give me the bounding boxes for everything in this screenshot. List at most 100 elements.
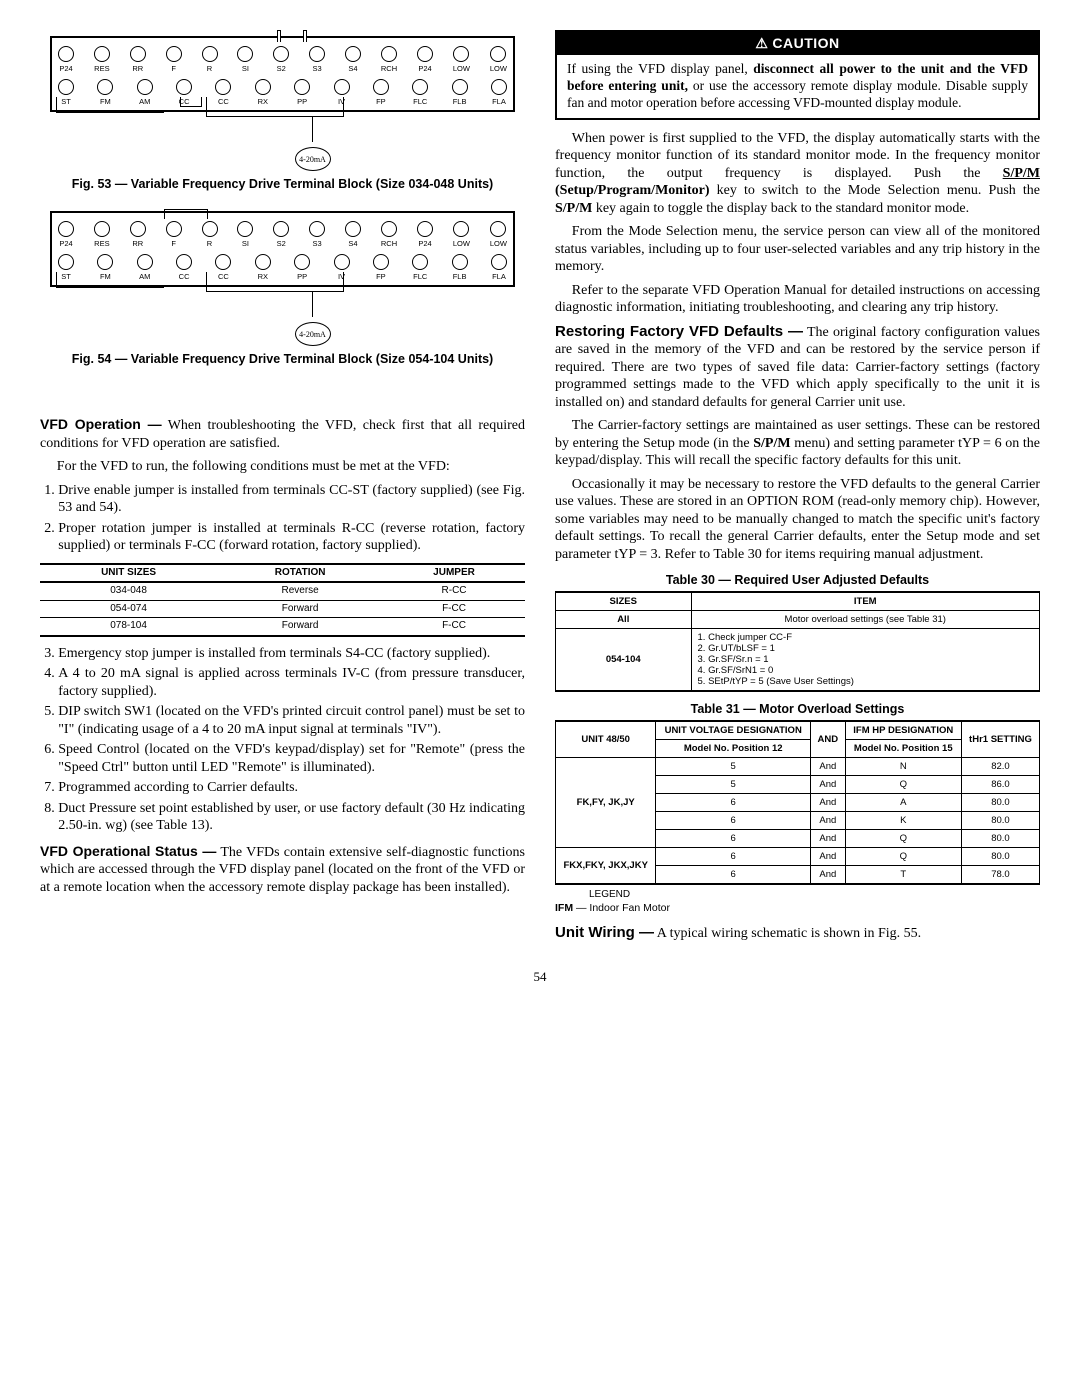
terminal-circle-icon <box>137 79 153 95</box>
terminal-circle-icon <box>294 254 310 270</box>
table-cell: All <box>556 611 692 629</box>
table-cell: 6 <box>656 830 811 848</box>
table-cell: 1. Check jumper CC-F2. Gr.UT/bLSF = 13. … <box>691 629 1039 692</box>
jumper-wire-icon <box>164 209 208 219</box>
terminal-label: ST <box>61 272 71 281</box>
terminal-label: S3 <box>313 239 322 248</box>
rotation-col-jumper: JUMPER <box>383 564 525 583</box>
terminal: CC <box>176 79 192 106</box>
table31: UNIT 48/50 UNIT VOLTAGE DESIGNATION AND … <box>555 720 1040 885</box>
terminal: S4 <box>345 221 361 248</box>
terminal-circle-icon <box>491 79 507 95</box>
terminal-circle-icon <box>176 254 192 270</box>
fig53-row2: STFMAMCCCCRXPPIVFPFLCFLBFLA <box>58 79 507 106</box>
terminal-label: F <box>171 64 176 73</box>
terminal: LOW <box>453 46 470 73</box>
table-cell: 054-074 <box>40 600 217 618</box>
terminal-circle-icon <box>373 254 389 270</box>
table-cell: K <box>845 812 961 830</box>
terminal-label: S2 <box>277 64 286 73</box>
terminal: FLB <box>452 254 468 281</box>
p1c: key again to toggle the display back to … <box>592 201 969 216</box>
terminal: CC <box>176 254 192 281</box>
terminal-circle-icon <box>94 46 110 62</box>
table30: SIZES ITEM AllMotor overload settings (s… <box>555 591 1040 692</box>
terminal-label: P24 <box>418 239 431 248</box>
terminal: LOW <box>490 46 507 73</box>
t31-thr1-header: tHr1 SETTING <box>961 721 1039 758</box>
list-item: Duct Pressure set point established by u… <box>58 800 525 835</box>
legend-line: IFM — Indoor Fan Motor <box>555 902 1040 914</box>
terminal-circle-icon <box>273 46 289 62</box>
legend-abbr: IFM <box>555 902 573 914</box>
terminal: LOW <box>490 221 507 248</box>
terminal-label: LOW <box>453 239 470 248</box>
t30-sizes-header: SIZES <box>556 592 692 611</box>
terminal: RR <box>130 46 146 73</box>
terminal-circle-icon <box>137 254 153 270</box>
table-header-row: SIZES ITEM <box>556 592 1040 611</box>
table-cell: And <box>811 812 846 830</box>
fig53-transducer: 4-20mA <box>40 116 525 171</box>
fig54-container: P24RESRRFRSIS2S3S4RCHP24LOWLOW STFMAMCCC… <box>40 211 525 366</box>
terminal: F <box>166 221 182 248</box>
table-row: AllMotor overload settings (see Table 31… <box>556 611 1040 629</box>
restoring-section: Restoring Factory VFD Defaults — The ori… <box>555 323 1040 564</box>
table-cell: 6 <box>656 866 811 885</box>
p1a: When power is first supplied to the VFD,… <box>555 131 1040 181</box>
terminal-circle-icon <box>491 254 507 270</box>
terminal-label: FLB <box>453 272 467 281</box>
unit-wiring-runin: Unit Wiring — <box>555 924 654 941</box>
terminal-circle-icon <box>237 221 253 237</box>
table-cell: R-CC <box>383 582 525 600</box>
terminal: CC <box>215 79 231 106</box>
terminal: CC <box>215 254 231 281</box>
p2: From the Mode Selection menu, the servic… <box>555 223 1040 276</box>
terminal: SI <box>237 46 253 73</box>
caution-header-text: CAUTION <box>772 35 839 51</box>
unit-wiring-section: Unit Wiring — A typical wiring schematic… <box>555 924 1040 943</box>
terminal-circle-icon <box>309 221 325 237</box>
terminal-circle-icon <box>294 79 310 95</box>
table-cell: 82.0 <box>961 758 1039 776</box>
terminal: RES <box>94 221 110 248</box>
terminal: FLC <box>412 79 428 106</box>
terminal: FM <box>97 79 113 106</box>
table-cell: And <box>811 848 846 866</box>
terminal-label: FM <box>100 97 111 106</box>
terminal-circle-icon <box>58 46 74 62</box>
page: P24RESRRFRSIS2S3S4RCHP24LOWLOW STFMAMCCC… <box>40 30 1040 949</box>
t31-voltage-header: UNIT VOLTAGE DESIGNATION <box>656 721 811 740</box>
t31-ifm-header: IFM HP DESIGNATION <box>845 721 961 740</box>
vfd-operation-p2: For the VFD to run, the following condit… <box>40 458 525 476</box>
terminal-circle-icon <box>166 221 182 237</box>
vfd-operation-section: VFD Operation — When troubleshooting the… <box>40 416 525 835</box>
terminal-circle-icon <box>202 46 218 62</box>
table-cell: 5 <box>656 758 811 776</box>
terminal-circle-icon <box>373 79 389 95</box>
terminal: ST <box>58 79 74 106</box>
right-paragraphs: When power is first supplied to the VFD,… <box>555 130 1040 317</box>
terminal: S3 <box>309 46 325 73</box>
table-cell: Forward <box>217 600 383 618</box>
rotation-table: UNIT SIZES ROTATION JUMPER 034-048Revers… <box>40 563 525 637</box>
terminal-label: RCH <box>381 239 397 248</box>
terminal-label: FP <box>376 97 386 106</box>
table-row: 034-048ReverseR-CC <box>40 582 525 600</box>
p1b: key to switch to the Mode Selection menu… <box>710 183 1041 198</box>
terminal-label: SI <box>242 239 249 248</box>
terminal: F <box>166 46 182 73</box>
terminal: PP <box>294 79 310 106</box>
terminal-circle-icon <box>381 46 397 62</box>
fig54-caption: Fig. 54 — Variable Frequency Drive Termi… <box>40 352 525 366</box>
terminal-label: FLC <box>413 272 427 281</box>
table-row: 054-1041. Check jumper CC-F2. Gr.UT/bLSF… <box>556 629 1040 692</box>
warning-icon <box>755 35 772 51</box>
terminal-label: S3 <box>313 64 322 73</box>
terminal-circle-icon <box>94 221 110 237</box>
t31-pos12-header: Model No. Position 12 <box>656 740 811 758</box>
terminal-circle-icon <box>97 79 113 95</box>
terminal: RCH <box>381 221 397 248</box>
right-column: CAUTION If using the VFD display panel, … <box>555 30 1040 949</box>
terminal-circle-icon <box>345 221 361 237</box>
